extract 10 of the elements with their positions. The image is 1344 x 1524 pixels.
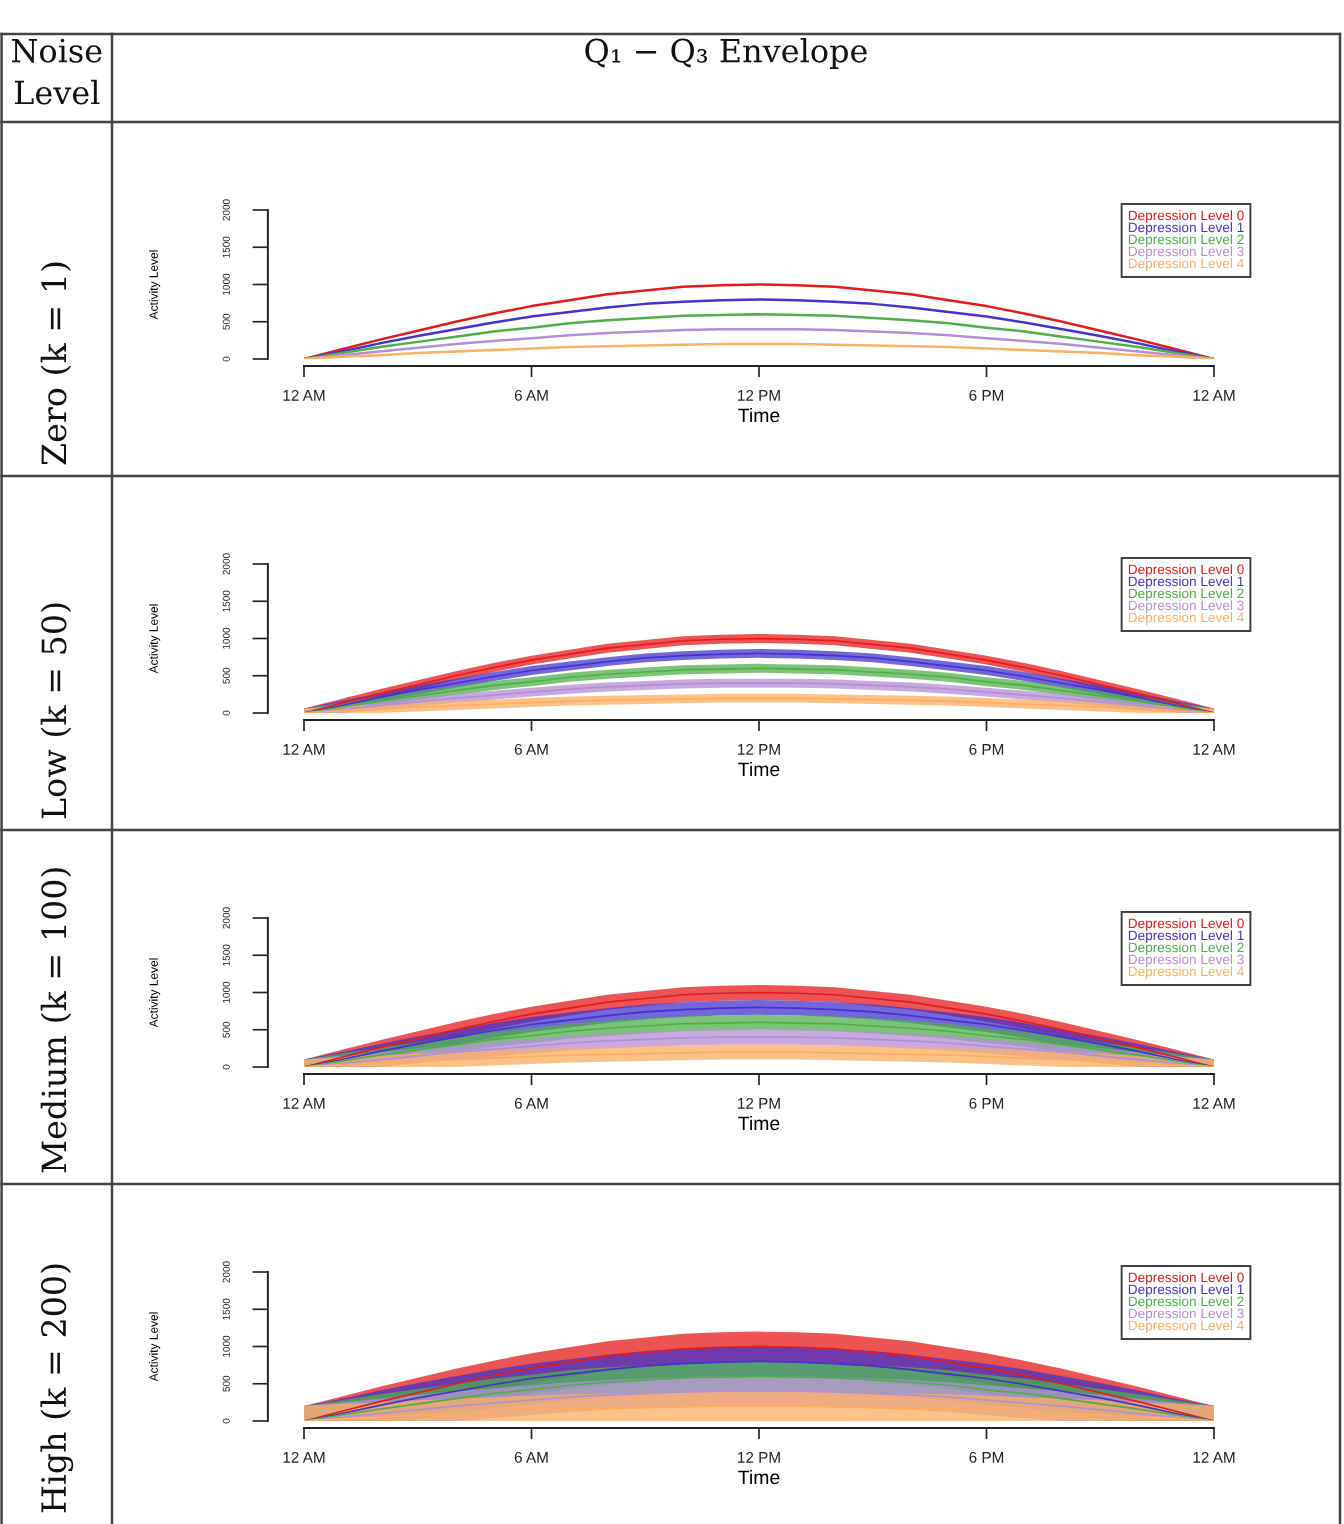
x-axis-title: Time: [738, 1469, 780, 1485]
text: Medium (k = 100): [40, 868, 72, 1173]
text: Zero (k = 1): [40, 262, 72, 465]
text: High (k = 200): [40, 1264, 74, 1513]
x-axis-title: Time: [738, 1115, 780, 1131]
x-axis-title: Time: [738, 761, 780, 777]
x-axis-title: Time: [738, 407, 780, 423]
text: Low (k = 50): [40, 603, 72, 819]
text: Noise Level: [12, 38, 102, 105]
text: Q₁ − Q₃ Envelope: [585, 38, 867, 69]
